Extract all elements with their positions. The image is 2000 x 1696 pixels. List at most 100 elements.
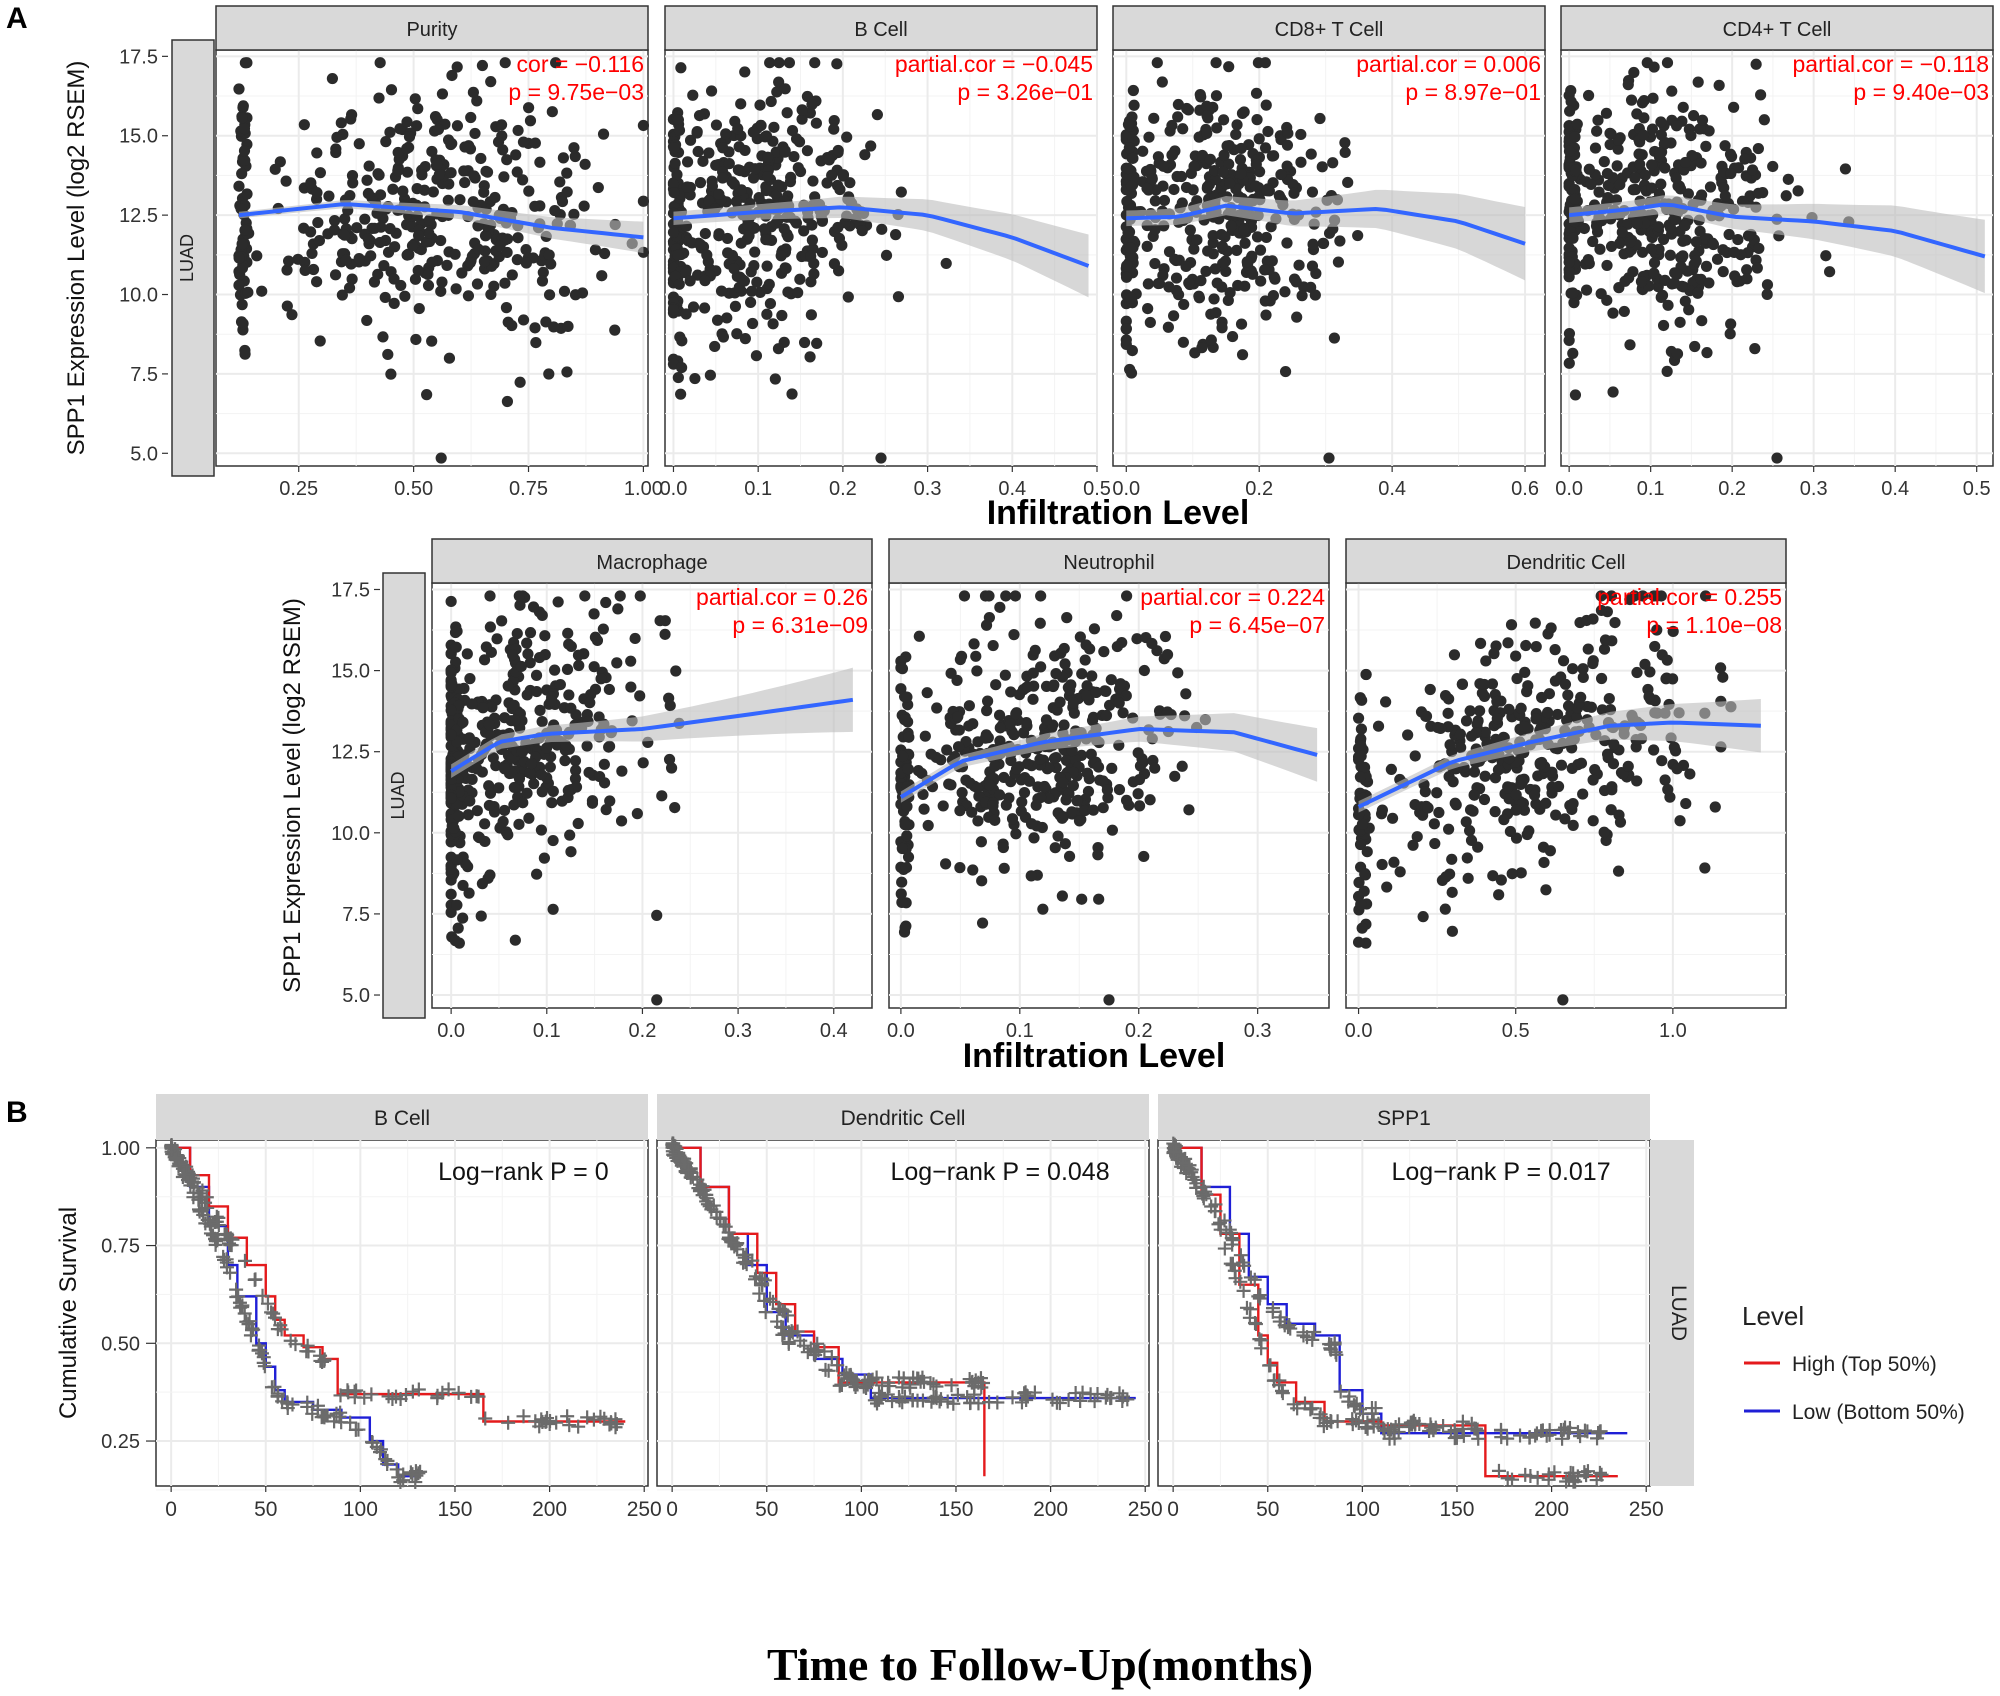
data-point bbox=[399, 290, 411, 302]
x-tick-label: 1.0 bbox=[1659, 1020, 1687, 1042]
data-point bbox=[1161, 649, 1174, 661]
data-point bbox=[603, 740, 616, 752]
data-point bbox=[1639, 658, 1651, 670]
censor-mark bbox=[1239, 1300, 1254, 1315]
data-point bbox=[1489, 806, 1501, 818]
data-point bbox=[1223, 158, 1235, 170]
data-point bbox=[629, 632, 641, 645]
data-point bbox=[713, 230, 725, 242]
data-point bbox=[1221, 140, 1233, 152]
data-point bbox=[1510, 789, 1522, 801]
data-point bbox=[561, 167, 573, 179]
data-point bbox=[1761, 288, 1773, 300]
data-point bbox=[351, 222, 363, 234]
data-point bbox=[1361, 846, 1373, 858]
censor-mark bbox=[175, 1170, 190, 1184]
row-strip-label: LUAD bbox=[388, 771, 408, 819]
data-point bbox=[989, 814, 1001, 826]
data-point bbox=[299, 256, 311, 268]
data-point bbox=[699, 227, 711, 240]
data-point bbox=[562, 784, 574, 797]
censor-mark bbox=[1224, 1225, 1239, 1240]
censor-mark bbox=[716, 1217, 731, 1232]
censor-mark bbox=[1286, 1397, 1301, 1412]
data-point bbox=[970, 650, 982, 662]
data-point bbox=[1622, 218, 1634, 230]
data-point bbox=[286, 309, 298, 321]
data-point bbox=[311, 187, 323, 199]
data-point bbox=[1605, 804, 1617, 816]
data-point bbox=[1431, 787, 1443, 799]
censor-mark bbox=[1115, 1393, 1130, 1408]
data-point bbox=[233, 252, 245, 264]
data-point bbox=[1694, 123, 1706, 135]
censor-mark bbox=[1470, 1423, 1485, 1438]
data-point bbox=[1736, 195, 1749, 207]
x-tick-label: 200 bbox=[532, 1498, 567, 1521]
data-point bbox=[1577, 671, 1589, 683]
data-point bbox=[1216, 322, 1228, 334]
data-point bbox=[742, 219, 754, 231]
data-point bbox=[1709, 801, 1721, 813]
data-point bbox=[513, 773, 526, 785]
data-point bbox=[410, 333, 422, 346]
data-point bbox=[1422, 802, 1434, 814]
data-point bbox=[239, 154, 251, 167]
censor-mark bbox=[1075, 1385, 1090, 1400]
censor-mark bbox=[1283, 1321, 1298, 1336]
data-point bbox=[625, 681, 637, 693]
data-point bbox=[536, 275, 549, 287]
data-point bbox=[1820, 250, 1832, 262]
data-point bbox=[958, 590, 971, 602]
data-point bbox=[1306, 260, 1319, 272]
censor-mark bbox=[1247, 1272, 1262, 1287]
data-point bbox=[1563, 256, 1575, 268]
data-point bbox=[1143, 131, 1155, 143]
data-point bbox=[1567, 663, 1579, 675]
data-point bbox=[1463, 825, 1476, 837]
data-point bbox=[1516, 776, 1528, 788]
censor-mark bbox=[332, 1409, 347, 1424]
data-point bbox=[798, 336, 811, 349]
data-point bbox=[446, 69, 458, 82]
data-point bbox=[1261, 185, 1273, 197]
data-point bbox=[1713, 79, 1725, 91]
data-point bbox=[765, 95, 777, 108]
data-point bbox=[489, 191, 501, 204]
censor-mark bbox=[220, 1228, 235, 1243]
data-point bbox=[1674, 316, 1686, 328]
data-point bbox=[1086, 714, 1099, 727]
data-point bbox=[760, 184, 772, 197]
data-point bbox=[464, 257, 476, 269]
data-point bbox=[733, 141, 745, 153]
data-point bbox=[1128, 99, 1140, 111]
data-point bbox=[441, 259, 453, 271]
data-point bbox=[1624, 339, 1636, 351]
data-point bbox=[1208, 293, 1220, 305]
smooth-line bbox=[238, 202, 644, 240]
data-point bbox=[1839, 163, 1852, 175]
data-point bbox=[1191, 234, 1203, 246]
plot-area bbox=[155, 1139, 649, 1487]
data-point bbox=[738, 275, 751, 287]
data-point bbox=[1114, 678, 1127, 690]
data-point bbox=[1662, 299, 1674, 311]
data-point bbox=[1707, 238, 1720, 251]
data-point bbox=[1125, 367, 1138, 379]
data-point bbox=[1376, 804, 1388, 816]
data-point bbox=[508, 799, 520, 811]
data-point bbox=[898, 714, 911, 726]
data-point bbox=[1015, 805, 1027, 817]
data-point bbox=[579, 590, 591, 602]
data-point bbox=[560, 739, 572, 752]
data-point bbox=[1034, 753, 1046, 766]
censor-mark bbox=[393, 1392, 408, 1407]
data-point bbox=[1692, 76, 1704, 88]
data-point bbox=[1027, 667, 1039, 679]
data-point bbox=[1544, 845, 1556, 857]
data-point bbox=[1565, 84, 1577, 97]
censor-mark bbox=[691, 1181, 706, 1196]
data-point bbox=[598, 758, 610, 770]
data-point bbox=[1176, 760, 1188, 772]
data-point bbox=[1577, 788, 1589, 800]
